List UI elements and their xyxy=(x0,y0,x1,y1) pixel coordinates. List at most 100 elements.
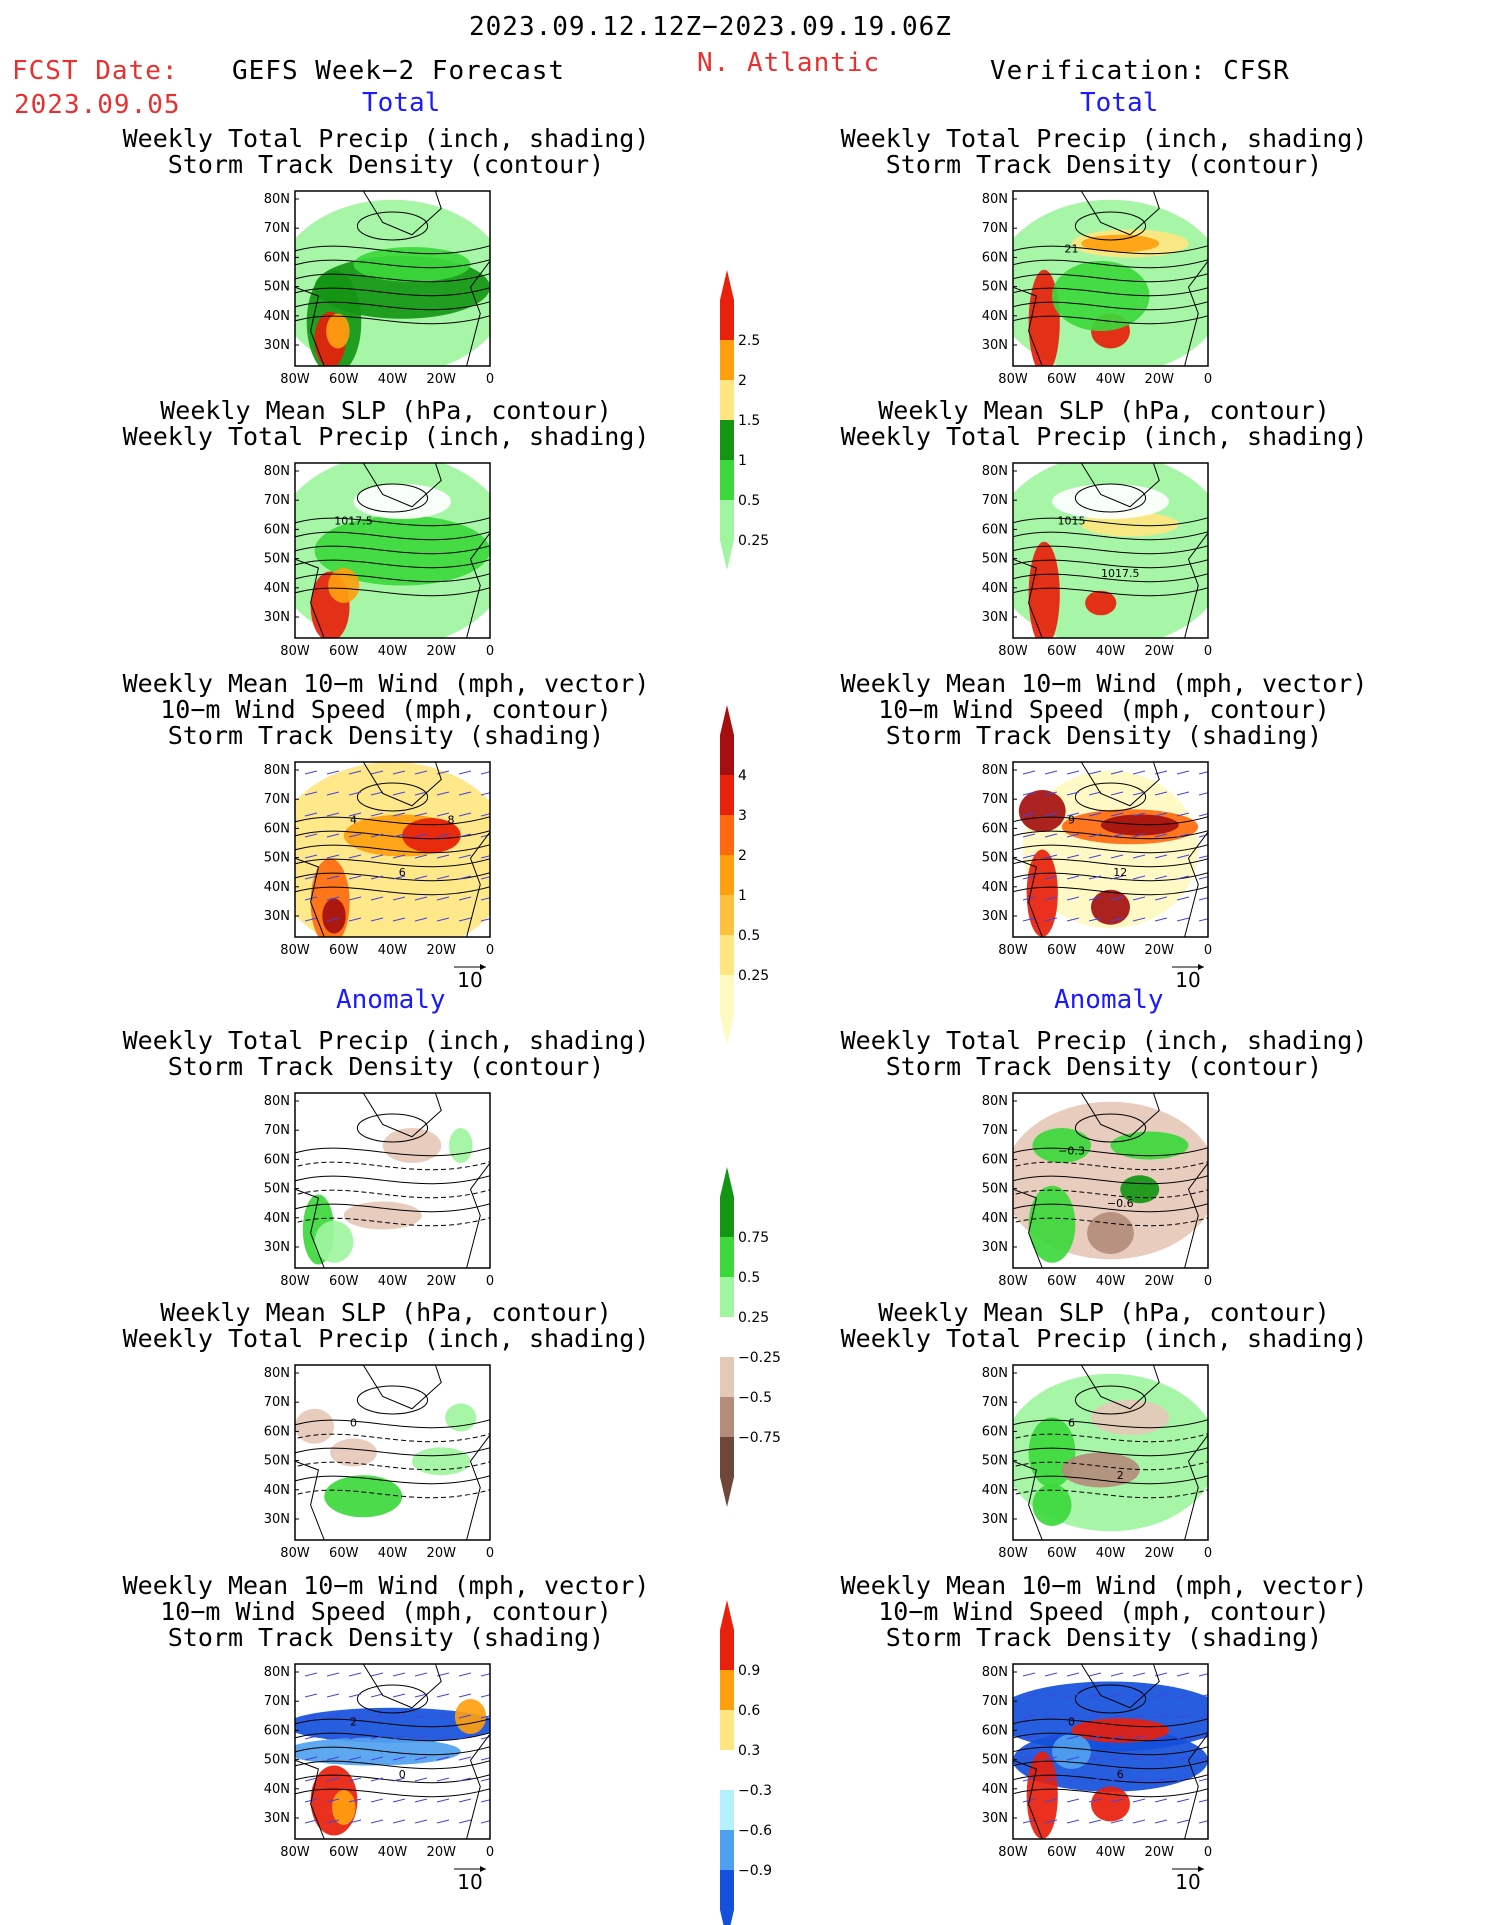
lat-label: 80N xyxy=(982,1665,1008,1680)
lon-label: 40W xyxy=(1096,372,1126,387)
lat-label: 80N xyxy=(982,763,1008,778)
colorbar-top-arrow xyxy=(720,1600,734,1630)
R2-map-panel: 1015 1017.5 80N 70N 60N 50N 40N 30N 80W 60W 40W 20W… xyxy=(982,462,1212,659)
lon-label: 60W xyxy=(1047,372,1077,387)
lat-label: 40N xyxy=(264,1483,290,1498)
lon-label: 60W xyxy=(1047,1546,1077,1561)
lon-label: 0 xyxy=(1204,943,1212,958)
lat-label: 60N xyxy=(264,522,290,537)
lat-label: 40N xyxy=(982,309,1008,324)
lat-label: 80N xyxy=(982,1366,1008,1381)
lat-label: 30N xyxy=(264,909,290,924)
L3-contour-label: 4 xyxy=(350,813,357,826)
colorbar-label: 2 xyxy=(738,848,747,864)
L5-contour-label: 0 xyxy=(350,1416,357,1429)
fcst-date-value: 2023.09.05 xyxy=(14,90,181,120)
colorbar-segment xyxy=(720,895,734,935)
R1-title: Weekly Total Precip (inch, shading) Storm… xyxy=(840,124,1368,179)
L3-frame xyxy=(294,761,491,938)
lon-label: 40W xyxy=(1096,644,1126,659)
colorbar-segment xyxy=(720,1317,734,1357)
R3-frame xyxy=(1012,761,1209,938)
colorbar-label: 3 xyxy=(738,808,747,824)
colorbar-segment xyxy=(720,420,734,460)
colorbar-label: −0.9 xyxy=(738,1863,772,1879)
R3-title: Weekly Mean 10−m Wind (mph, vector) 10−m … xyxy=(840,669,1368,750)
lat-label: 60N xyxy=(982,1152,1008,1167)
lon-label: 0 xyxy=(486,644,494,659)
lon-label: 40W xyxy=(1096,943,1126,958)
lon-label: 80W xyxy=(280,1274,310,1289)
lat-label: 40N xyxy=(982,581,1008,596)
lat-label: 70N xyxy=(982,1694,1008,1709)
colorbar-label: −0.6 xyxy=(738,1823,772,1839)
L6-frame xyxy=(294,1663,491,1840)
lon-label: 40W xyxy=(1096,1274,1126,1289)
lat-label: 70N xyxy=(264,792,290,807)
R6-contour-label: 0 xyxy=(1068,1715,1075,1728)
left-total-label: Total xyxy=(362,88,441,118)
lon-label: 80W xyxy=(998,644,1028,659)
L3-contour-label: 6 xyxy=(399,866,406,879)
colorbar-segment xyxy=(720,1710,734,1750)
L5-map-panel: 0 80N 70N 60N 50N 40N 30N 80W 60W 40W 20W 0 xyxy=(264,1364,494,1561)
colorbar-bottom-arrow xyxy=(720,1015,734,1045)
lat-label: 30N xyxy=(264,338,290,353)
colorbar-segment xyxy=(720,1750,734,1790)
R6-title: Weekly Mean 10−m Wind (mph, vector) 10−m … xyxy=(840,1571,1368,1652)
lon-label: 80W xyxy=(998,1845,1028,1860)
lon-label: 60W xyxy=(1047,1845,1077,1860)
lon-label: 0 xyxy=(486,1274,494,1289)
R6-frame xyxy=(1012,1663,1209,1840)
lon-label: 0 xyxy=(1204,372,1212,387)
lon-label: 80W xyxy=(280,644,310,659)
colorbar-segment xyxy=(720,380,734,420)
colorbar-label: 1 xyxy=(738,888,747,904)
lon-label: 40W xyxy=(378,1845,408,1860)
lon-label: 60W xyxy=(1047,644,1077,659)
R4-contour-label: −0.6 xyxy=(1107,1197,1134,1210)
lat-label: 70N xyxy=(264,1123,290,1138)
lat-label: 50N xyxy=(264,1454,290,1469)
colorbar-label: 0.25 xyxy=(738,1310,769,1326)
lon-label: 80W xyxy=(280,943,310,958)
colorbar-top-arrow xyxy=(720,705,734,735)
lon-label: 60W xyxy=(1047,1274,1077,1289)
L1-title: Weekly Total Precip (inch, shading) Storm… xyxy=(122,124,650,179)
lat-label: 30N xyxy=(982,909,1008,924)
R5-contour-label: 6 xyxy=(1068,1416,1075,1429)
R3-contour-label: 9 xyxy=(1068,813,1075,826)
colorbar-label: 0.25 xyxy=(738,968,769,984)
colorbar-label: 0.5 xyxy=(738,1270,760,1286)
lon-label: 20W xyxy=(1145,1274,1175,1289)
lon-label: 40W xyxy=(378,644,408,659)
left-anomaly-label: Anomaly xyxy=(336,985,446,1015)
lat-label: 80N xyxy=(982,192,1008,207)
L5-title: Weekly Mean SLP (hPa, contour) Weekly Tot… xyxy=(122,1298,650,1353)
lat-label: 70N xyxy=(264,1395,290,1410)
colorbar-label: 0.75 xyxy=(738,1230,769,1246)
lat-label: 40N xyxy=(264,581,290,596)
colorbar-label: −0.75 xyxy=(738,1430,781,1446)
L2-map-panel: 1017.5 80N 70N 60N 50N 40N 30N 80W 60W 40W 20W 0 xyxy=(264,462,494,659)
lon-label: 40W xyxy=(378,943,408,958)
colorbar-segment xyxy=(720,300,734,340)
lon-label: 20W xyxy=(427,1845,457,1860)
lat-label: 60N xyxy=(982,1723,1008,1738)
colorbar-segment xyxy=(720,775,734,815)
lon-label: 0 xyxy=(486,943,494,958)
lat-label: 40N xyxy=(982,1483,1008,1498)
lat-label: 60N xyxy=(982,522,1008,537)
colorbar-segment xyxy=(720,1790,734,1830)
R2-frame xyxy=(1012,462,1209,639)
storm_total-colorbar: 4 3 2 1 0.5 0.25 xyxy=(720,705,769,1045)
lat-label: 40N xyxy=(264,880,290,895)
colorbar-label: 0.5 xyxy=(738,928,760,944)
R5-frame xyxy=(1012,1364,1209,1541)
R2-contour-label: 1017.5 xyxy=(1101,567,1140,580)
lat-label: 80N xyxy=(982,1094,1008,1109)
lon-label: 20W xyxy=(1145,1546,1175,1561)
colorbar-segment xyxy=(720,1437,734,1477)
L2-title: Weekly Mean SLP (hPa, contour) Weekly Tot… xyxy=(122,396,650,451)
colorbar-segment xyxy=(720,735,734,775)
